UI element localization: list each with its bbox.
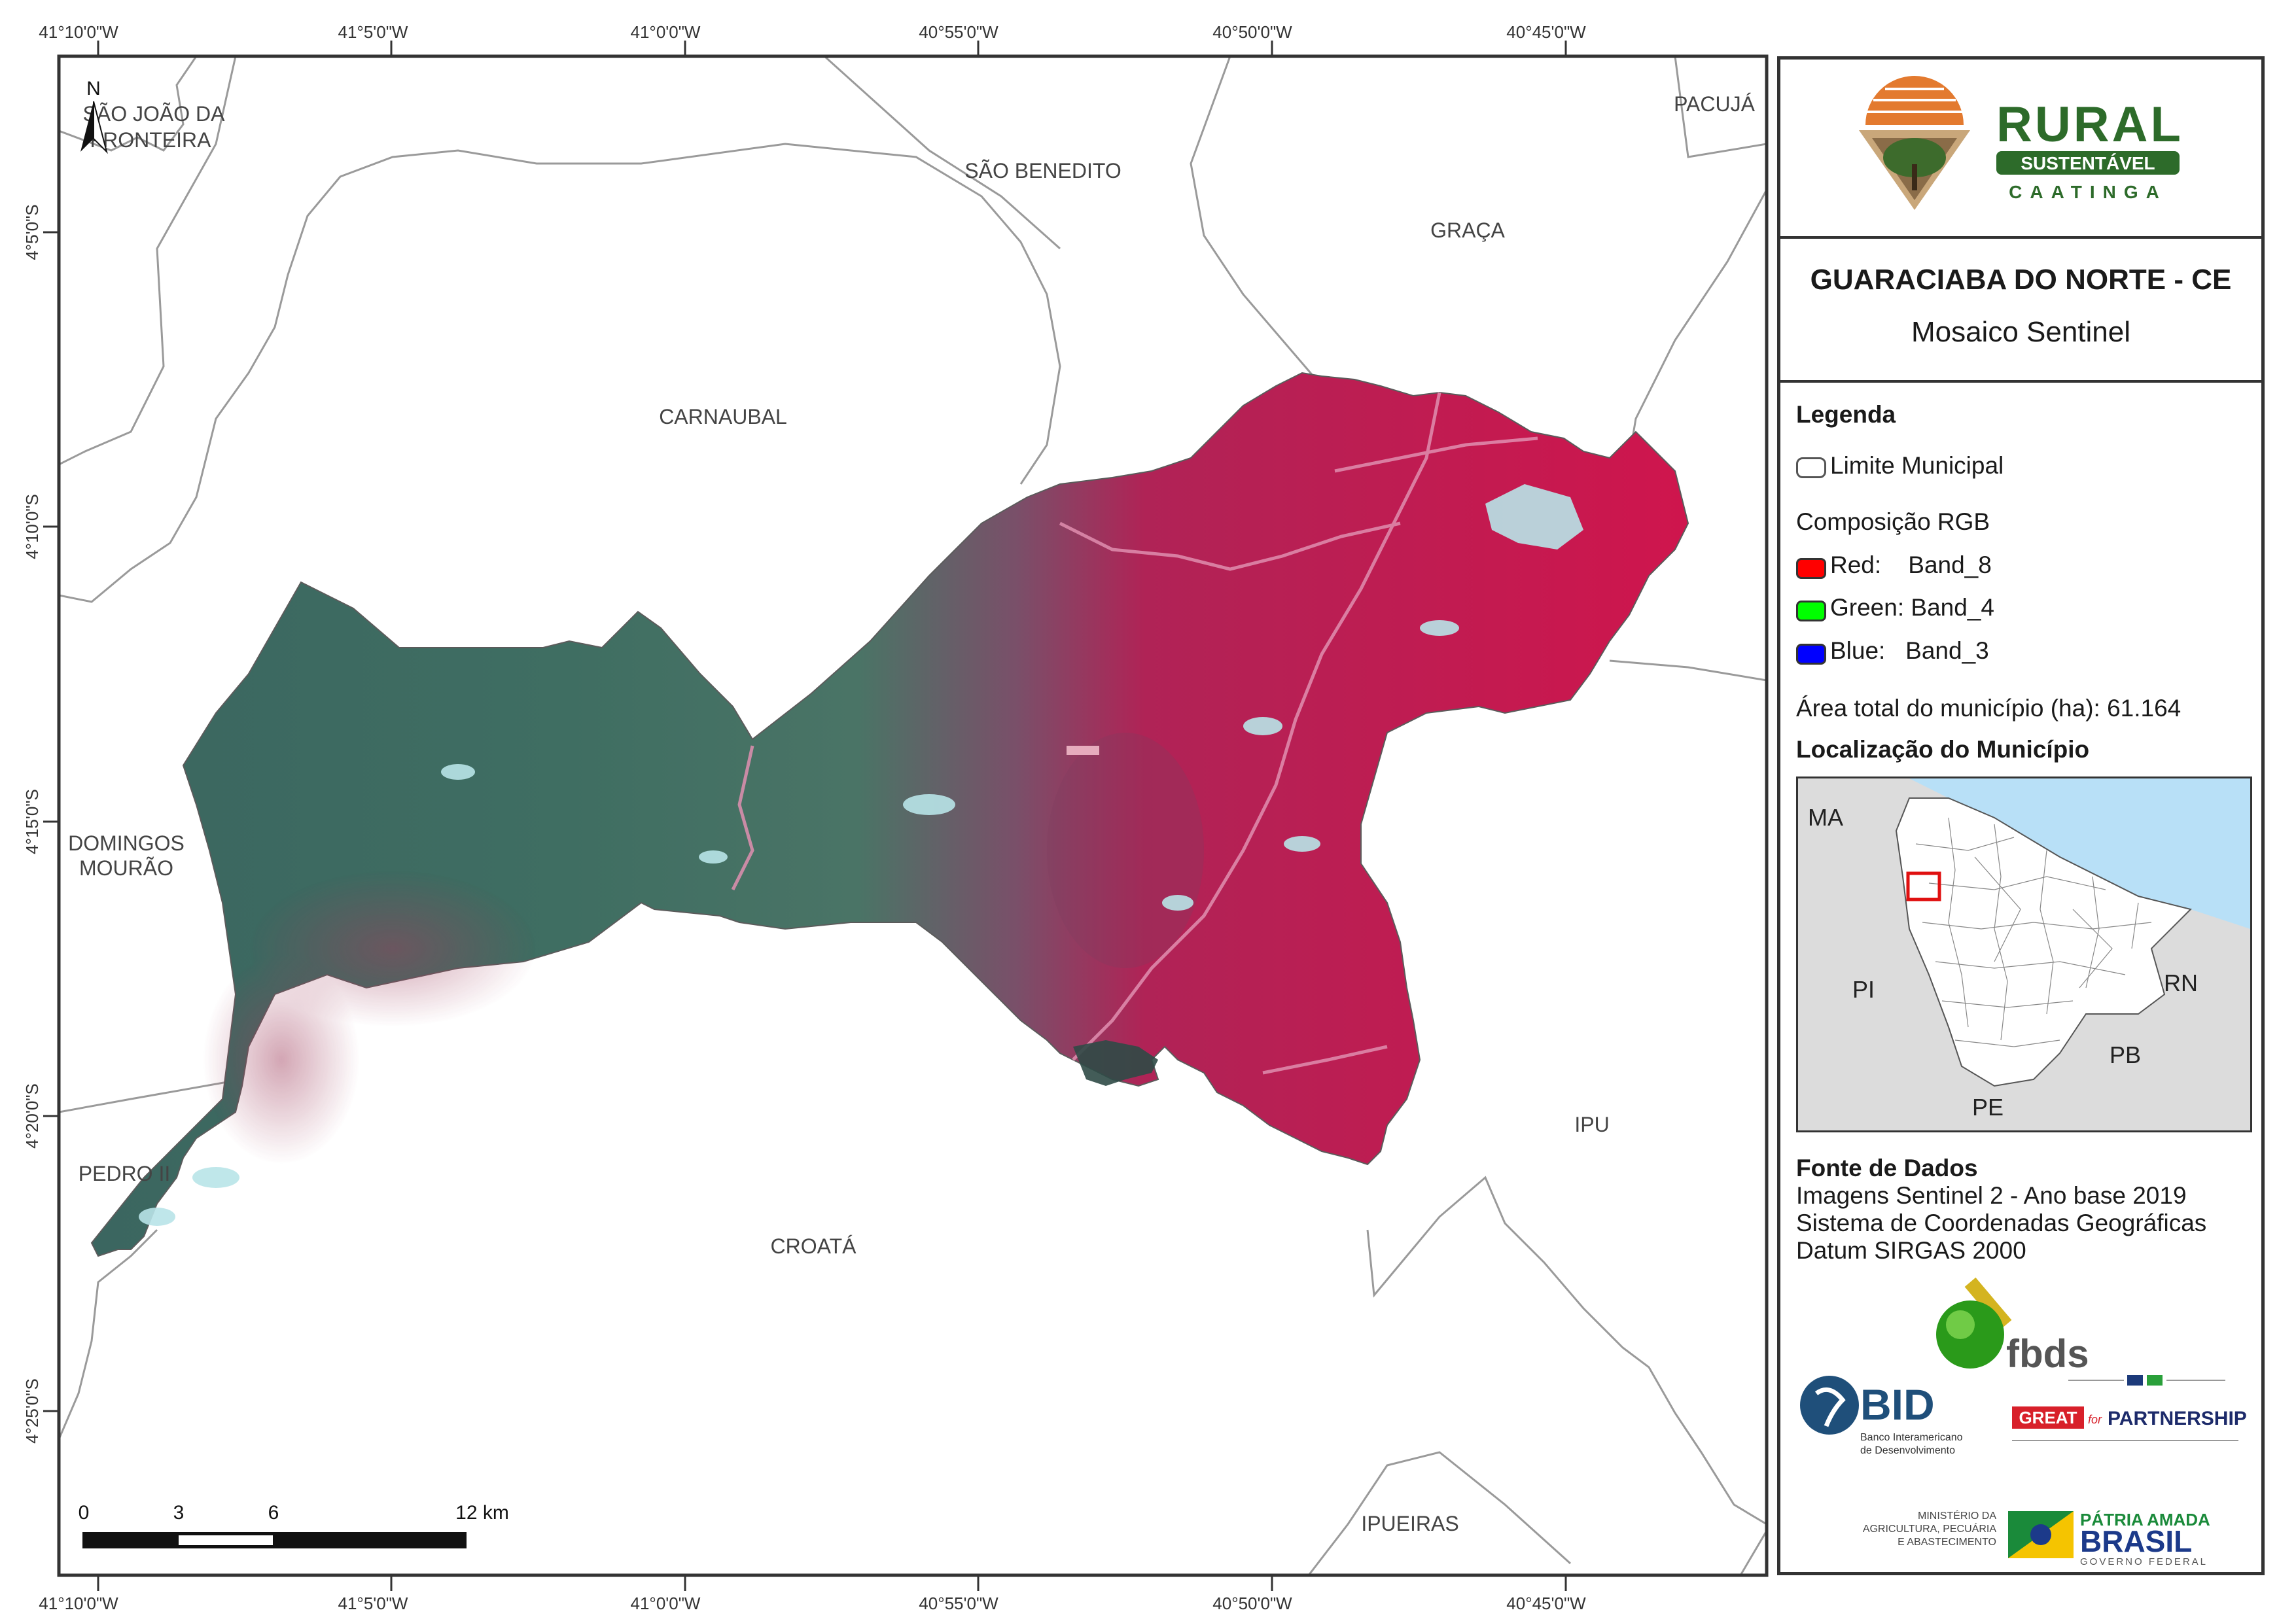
north-label: N bbox=[86, 78, 101, 99]
caatinga-word: CAATINGA bbox=[2009, 182, 2167, 202]
place-domingos-1: DOMINGOS bbox=[68, 831, 185, 855]
bottom-tick-3: 41°0'0"W bbox=[631, 1594, 701, 1613]
blue-band-label: Blue: Band_3 bbox=[1830, 637, 1989, 664]
ministerio-line-1: MINISTÉRIO DA bbox=[1918, 1509, 1996, 1522]
red-band-label: Red: Band_8 bbox=[1830, 551, 1992, 578]
left-tick-4: 4°20'0"S bbox=[22, 1083, 42, 1149]
fonte-heading: Fonte de Dados bbox=[1796, 1155, 1978, 1181]
patria-word: PÁTRIA AMADA bbox=[2080, 1510, 2210, 1529]
map-title: GUARACIABA DO NORTE - CE bbox=[1810, 264, 2232, 296]
bottom-tick-6: 40°45'0"W bbox=[1506, 1594, 1586, 1613]
north-arrow: N bbox=[80, 78, 108, 154]
rural-word: RURAL bbox=[1996, 97, 2183, 152]
place-sao-benedito: SÃO BENEDITO bbox=[964, 159, 1121, 183]
fonte-line-2: Sistema de Coordenadas Geográficas bbox=[1796, 1210, 2207, 1236]
place-ipueiras: IPUEIRAS bbox=[1361, 1512, 1458, 1535]
top-tick-5: 40°50'0"W bbox=[1212, 22, 1292, 42]
bottom-tick-2: 41°5'0"W bbox=[338, 1594, 408, 1613]
brasil-word: BRASIL bbox=[2080, 1524, 2192, 1558]
ministerio-line-3: E ABASTECIMENTO bbox=[1898, 1537, 1996, 1548]
bid-sub-2: de Desenvolvimento bbox=[1860, 1445, 1955, 1456]
for-word: for bbox=[2088, 1413, 2102, 1426]
great-word: GREAT bbox=[2019, 1408, 2077, 1427]
scale-label-12: 12 km bbox=[455, 1502, 509, 1524]
partnership-word: PARTNERSHIP bbox=[2108, 1408, 2247, 1429]
place-domingos-2: MOURÃO bbox=[79, 856, 173, 880]
inset-state-pi: PI bbox=[1852, 976, 1875, 1003]
partner-logos: fbds BID Banco Interamericano de Desenvo… bbox=[1800, 1277, 2247, 1567]
limite-label: Limite Municipal bbox=[1830, 452, 2004, 479]
bottom-tick-1: 41°10'0"W bbox=[39, 1594, 118, 1613]
governo-word: GOVERNO FEDERAL bbox=[2080, 1556, 2208, 1567]
left-tick-2: 4°10'0"S bbox=[22, 494, 42, 559]
scale-label-0: 0 bbox=[79, 1502, 90, 1524]
fbds-logo: fbds bbox=[1936, 1277, 2089, 1376]
place-ipu: IPU bbox=[1574, 1113, 1609, 1136]
inset-map: MA PI RN PB PE bbox=[1796, 777, 2252, 1132]
bid-logo: BID Banco Interamericano de Desenvolvime… bbox=[1800, 1376, 1963, 1456]
title-block: GUARACIABA DO NORTE - CE Mosaico Sentine… bbox=[1780, 236, 2261, 380]
top-tick-6: 40°45'0"W bbox=[1506, 22, 1586, 42]
inset-state-pb: PB bbox=[2110, 1041, 2141, 1068]
area-text: Área total do município (ha): 61.164 bbox=[1796, 695, 2181, 722]
gov-logos: MINISTÉRIO DA AGRICULTURA, PECUÁRIA E AB… bbox=[1863, 1509, 2210, 1567]
municipality-mosaic bbox=[90, 372, 1689, 1257]
left-tick-3: 4°15'0"S bbox=[22, 789, 42, 854]
bottom-tick-5: 40°50'0"W bbox=[1212, 1594, 1292, 1613]
place-graca: GRAÇA bbox=[1430, 218, 1505, 242]
rural-emblem-icon bbox=[1859, 76, 1970, 210]
bid-word: BID bbox=[1860, 1380, 1935, 1429]
legend-block: Legenda Limite Municipal Composição RGB … bbox=[1780, 380, 2261, 1579]
map-subtitle: Mosaico Sentinel bbox=[1911, 316, 2131, 348]
fonte-line-3: Datum SIRGAS 2000 bbox=[1796, 1237, 2026, 1264]
top-tick-2: 41°5'0"W bbox=[338, 22, 408, 42]
ministerio-line-2: AGRICULTURA, PECUÁRIA bbox=[1863, 1522, 1997, 1535]
municipal-boundaries bbox=[59, 56, 1767, 1575]
left-tick-1: 4°5'0"S bbox=[22, 204, 42, 260]
left-tick-5: 4°25'0"S bbox=[22, 1378, 42, 1444]
scale-label-3: 3 bbox=[173, 1502, 185, 1524]
green-band-label: Green: Band_4 bbox=[1830, 594, 1994, 621]
place-croata: CROATÁ bbox=[771, 1234, 857, 1258]
fonte-line-1: Imagens Sentinel 2 - Ano base 2019 bbox=[1796, 1182, 2187, 1209]
place-pacuja: PACUJÁ bbox=[1674, 92, 1756, 116]
inset-state-rn: RN bbox=[2164, 969, 2198, 996]
bid-sub-1: Banco Interamericano bbox=[1860, 1432, 1963, 1443]
rgb-heading: Composição RGB bbox=[1796, 508, 1990, 535]
rural-logo: RURAL SUSTENTÁVEL CAATINGA bbox=[1780, 60, 2261, 236]
place-sao-joao-1: SÃO JOÃO DA bbox=[83, 102, 226, 126]
great-partnership-logo: GREAT for PARTNERSHIP bbox=[2012, 1375, 2247, 1441]
top-tick-4: 40°55'0"W bbox=[919, 22, 998, 42]
legenda-heading: Legenda bbox=[1796, 401, 1896, 428]
sustentavel-word: SUSTENTÁVEL bbox=[2021, 153, 2155, 173]
legend-panel: RURAL SUSTENTÁVEL CAATINGA GUARACIABA DO… bbox=[1777, 56, 2265, 1575]
fbds-word: fbds bbox=[2006, 1332, 2089, 1376]
limite-swatch bbox=[1796, 457, 1826, 478]
scale-label-6: 6 bbox=[268, 1502, 279, 1524]
top-tick-3: 41°0'0"W bbox=[631, 22, 701, 42]
place-carnaubal: CARNAUBAL bbox=[659, 405, 787, 428]
place-sao-joao-2: FRONTEIRA bbox=[90, 128, 212, 152]
place-pedro-ii: PEDRO II bbox=[79, 1162, 170, 1185]
inset-state-pe: PE bbox=[1972, 1094, 2004, 1121]
place-labels: SÃO JOÃO DA FRONTEIRA SÃO BENEDITO PACUJ… bbox=[68, 92, 1755, 1535]
bottom-tick-4: 40°55'0"W bbox=[919, 1594, 998, 1613]
red-band-swatch bbox=[1796, 558, 1826, 579]
location-heading: Localização do Município bbox=[1796, 736, 2090, 763]
location-marker bbox=[1906, 871, 1941, 901]
inset-state-ma: MA bbox=[1808, 804, 1843, 831]
top-tick-1: 41°10'0"W bbox=[39, 22, 118, 42]
green-band-swatch bbox=[1796, 601, 1826, 621]
blue-band-swatch bbox=[1796, 644, 1826, 665]
scale-bar: 0 3 6 12 km bbox=[79, 1502, 509, 1548]
